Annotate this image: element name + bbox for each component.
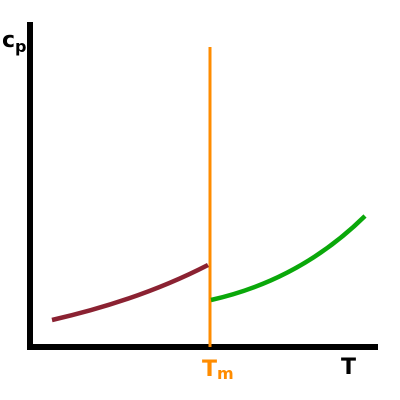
solid-curve — [51, 262, 210, 323]
x-axis-label: T — [341, 355, 356, 380]
liquid-curve — [210, 214, 367, 303]
y-axis-label: cp — [2, 28, 27, 56]
y-label-sub: p — [15, 37, 26, 56]
y-label-main: c — [2, 28, 15, 53]
melting-point-label: Tm — [202, 357, 234, 383]
marker-label-main: T — [202, 357, 217, 382]
marker-label-sub: m — [217, 364, 234, 383]
